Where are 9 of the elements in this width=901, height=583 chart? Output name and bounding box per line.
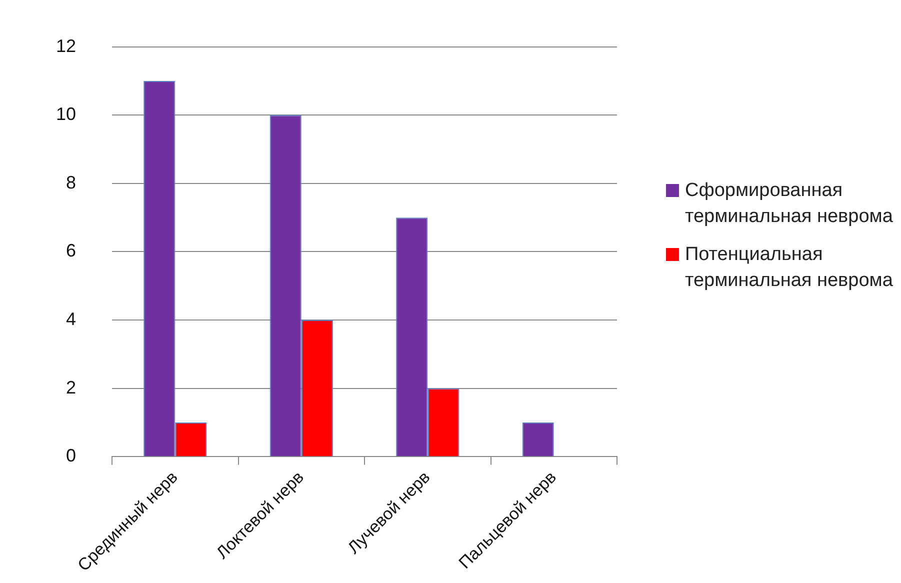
y-tick-label: 6 (66, 240, 76, 261)
y-tick-label: 4 (66, 309, 76, 330)
y-tick-label: 8 (66, 172, 76, 192)
y-tick-label: 2 (66, 377, 76, 398)
legend-label: Сформированная терминальная неврома (685, 179, 894, 229)
y-tick-label: 12 (56, 36, 76, 56)
legend-label: Потенциальная терминальная неврома (685, 243, 894, 293)
y-tick-label: 10 (56, 104, 76, 124)
y-tick-label: 0 (66, 446, 76, 466)
